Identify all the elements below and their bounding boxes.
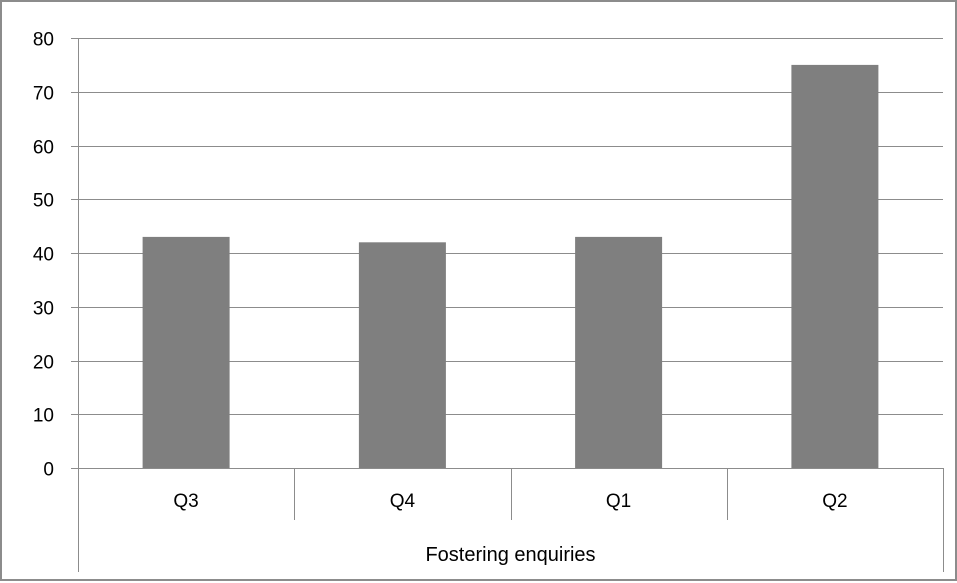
bar-q4 bbox=[358, 242, 446, 469]
y-tick-label: 0 bbox=[43, 460, 54, 481]
x-category-label: Q1 bbox=[606, 491, 631, 512]
x-category-label: Q4 bbox=[390, 491, 416, 512]
y-tick-label: 60 bbox=[33, 138, 54, 159]
y-tick-label: 30 bbox=[33, 299, 54, 320]
y-tick-label: 10 bbox=[33, 406, 54, 427]
x-category-label: Q3 bbox=[173, 491, 198, 512]
bars bbox=[142, 64, 879, 469]
y-tick-label: 40 bbox=[33, 245, 54, 266]
y-tick-label: 80 bbox=[33, 30, 54, 51]
labels: 0 10 20 30 40 50 60 70 80 Q3 Q4 Q1 Q2 bbox=[33, 30, 848, 513]
bar-q2 bbox=[791, 64, 879, 469]
y-tick-label: 70 bbox=[33, 84, 54, 105]
y-tick-label: 50 bbox=[33, 191, 54, 212]
axes bbox=[71, 38, 944, 572]
y-tick-label: 20 bbox=[33, 353, 54, 374]
x-category-label: Q2 bbox=[822, 491, 847, 512]
x-axis-title: Fostering enquiries bbox=[425, 544, 595, 566]
bar-q1 bbox=[575, 236, 663, 468]
bar-q3 bbox=[142, 236, 230, 468]
